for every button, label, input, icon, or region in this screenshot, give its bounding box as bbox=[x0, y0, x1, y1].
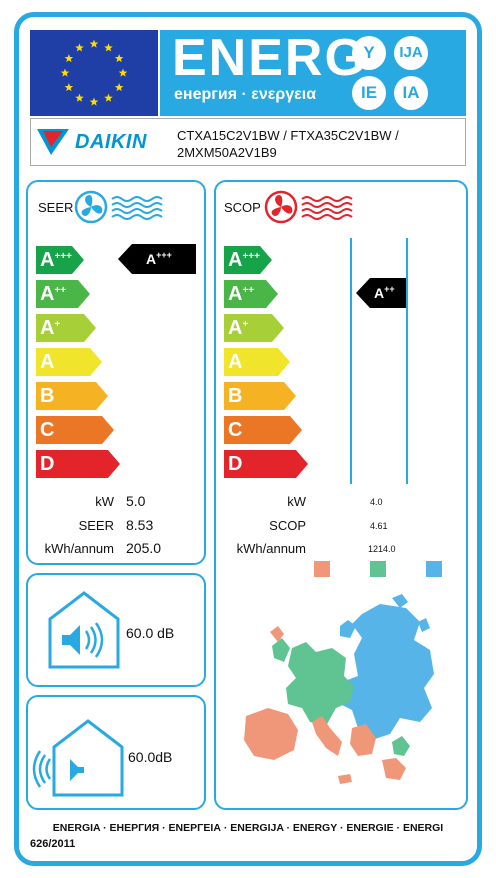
model-line-1: CTXA15C2V1BW / FTXA35C2V1BW / bbox=[177, 128, 399, 143]
class-bar-aplus2: A++ bbox=[224, 280, 278, 308]
eu-star-icon bbox=[89, 39, 99, 48]
cooling-kw-value: 5.0 bbox=[126, 493, 146, 509]
class-bar-d: D bbox=[36, 450, 120, 478]
energy-header: ENERG енергия · ενεργεια Y IJA IE IA bbox=[160, 29, 466, 116]
warmer-zone-marker bbox=[314, 561, 330, 577]
class-plus: + bbox=[54, 319, 61, 330]
eu-star-icon bbox=[89, 97, 99, 106]
class-letter: A bbox=[228, 351, 243, 373]
colder-zone-marker bbox=[426, 561, 442, 577]
class-letter: A bbox=[228, 283, 243, 305]
cooling-rating-letter: A bbox=[146, 251, 157, 267]
regulation-number: 626/2011 bbox=[30, 838, 76, 850]
class-bar-b: B bbox=[36, 382, 108, 410]
seer-title: SEER bbox=[38, 200, 74, 215]
indoor-sound-value: 60.0 dB bbox=[126, 625, 175, 641]
cooling-fan-icon bbox=[74, 190, 163, 224]
class-bar-c: C bbox=[224, 416, 302, 444]
eu-star-icon bbox=[114, 83, 124, 92]
class-bar-aplus2: A++ bbox=[36, 280, 90, 308]
scop-label: SCOP bbox=[269, 518, 306, 533]
class-bar-aplus1: A+ bbox=[224, 314, 284, 342]
cooling-annual-label: kWh/annum bbox=[44, 541, 114, 556]
class-plus: ++ bbox=[54, 285, 67, 296]
class-bar-c: C bbox=[36, 416, 114, 444]
eu-star-icon bbox=[64, 83, 74, 92]
class-letter: D bbox=[228, 453, 243, 475]
heating-annual-label: kWh/annum bbox=[236, 541, 306, 556]
class-letter: A bbox=[40, 249, 55, 271]
class-bar-d: D bbox=[224, 450, 308, 478]
class-bar-a: A bbox=[36, 348, 102, 376]
class-bar-aplus1: A+ bbox=[36, 314, 96, 342]
class-letter: D bbox=[40, 453, 55, 475]
class-plus: +++ bbox=[242, 251, 260, 262]
lang-badge-y: Y bbox=[352, 36, 386, 70]
indoor-sound-panel: 60.0 dB bbox=[26, 573, 206, 687]
indoor-speaker-icon bbox=[48, 591, 120, 669]
footer-languages: ENERGIA · ЕНЕРГИЯ · ΕΝΕΡΓΕΙΑ · ENERGIJA … bbox=[52, 822, 444, 834]
scop-value: 4.61 bbox=[370, 521, 388, 531]
brand-name: DAIKIN bbox=[75, 131, 147, 153]
heating-kw-value: 4.0 bbox=[370, 497, 383, 507]
outdoor-sound-panel: 60.0dB bbox=[26, 695, 206, 810]
class-letter: A bbox=[228, 249, 243, 271]
europe-climate-map bbox=[244, 594, 434, 784]
heating-rating-letter: A bbox=[374, 285, 385, 301]
heating-rating-plus: ++ bbox=[384, 284, 395, 294]
lang-badge-ija: IJA bbox=[394, 36, 428, 70]
class-letter: A bbox=[40, 351, 55, 373]
supplier-row: DAIKIN CTXA15C2V1BW / FTXA35C2V1BW / 2MX… bbox=[30, 118, 466, 166]
class-letter: A bbox=[228, 317, 243, 339]
zone-divider bbox=[350, 238, 352, 484]
cooling-rating-plus: +++ bbox=[156, 250, 172, 260]
class-bar-aplus3: A+++ bbox=[36, 246, 84, 274]
model-identifier: CTXA15C2V1BW / FTXA35C2V1BW / 2MXM50A2V1… bbox=[177, 127, 463, 161]
class-letter: B bbox=[228, 385, 243, 407]
daikin-triangle-icon bbox=[37, 129, 69, 155]
average-zone-marker bbox=[370, 561, 386, 577]
class-letter: C bbox=[40, 419, 55, 441]
class-letter: B bbox=[40, 385, 55, 407]
heating-rating-indicator: A++ bbox=[356, 278, 406, 308]
eu-star-icon bbox=[60, 68, 70, 77]
daikin-logo: DAIKIN bbox=[37, 127, 167, 157]
eu-star-icon bbox=[75, 43, 84, 52]
heating-kw-label: kW bbox=[287, 494, 306, 509]
lang-badge-ie: IE bbox=[352, 76, 386, 110]
eu-star-icon bbox=[104, 93, 113, 102]
class-bar-a: A bbox=[224, 348, 290, 376]
eu-star-icon bbox=[118, 68, 128, 77]
eu-star-icon bbox=[75, 93, 84, 102]
eu-star-icon bbox=[64, 54, 74, 63]
seer-value: 8.53 bbox=[126, 517, 154, 533]
eu-flag bbox=[30, 30, 158, 116]
cooling-kw-label: kW bbox=[95, 494, 114, 509]
cooling-rating-indicator: A+++ bbox=[118, 244, 196, 274]
heating-fan-icon bbox=[264, 190, 353, 224]
model-line-2: 2MXM50A2V1B9 bbox=[177, 145, 277, 160]
energy-title: ENERG bbox=[172, 29, 367, 87]
class-letter: C bbox=[228, 419, 243, 441]
eu-star-icon bbox=[104, 43, 113, 52]
cooling-panel: SEER A+++ A++ A+ A B C D A+++ bbox=[26, 180, 206, 565]
class-bar-b: B bbox=[224, 382, 296, 410]
energy-subtitle: енергия · ενεργεια bbox=[174, 86, 317, 103]
seer-label: SEER bbox=[78, 518, 114, 533]
zone-divider bbox=[406, 238, 408, 484]
outdoor-speaker-icon bbox=[32, 719, 124, 797]
heating-annual-value: 1214.0 bbox=[368, 544, 396, 554]
class-bar-aplus3: A+++ bbox=[224, 246, 272, 274]
class-plus: ++ bbox=[242, 285, 255, 296]
eu-star-icon bbox=[114, 54, 124, 63]
class-letter: A bbox=[40, 283, 55, 305]
class-letter: A bbox=[40, 317, 55, 339]
class-plus: + bbox=[242, 319, 249, 330]
heating-panel: SCOP A+++ A++ A+ A B C D A++ bbox=[214, 180, 468, 810]
scop-title: SCOP bbox=[224, 200, 261, 215]
class-plus: +++ bbox=[54, 251, 72, 262]
cooling-annual-value: 205.0 bbox=[126, 540, 162, 556]
outdoor-sound-value: 60.0dB bbox=[128, 749, 173, 765]
lang-badge-ia: IA bbox=[394, 76, 428, 110]
